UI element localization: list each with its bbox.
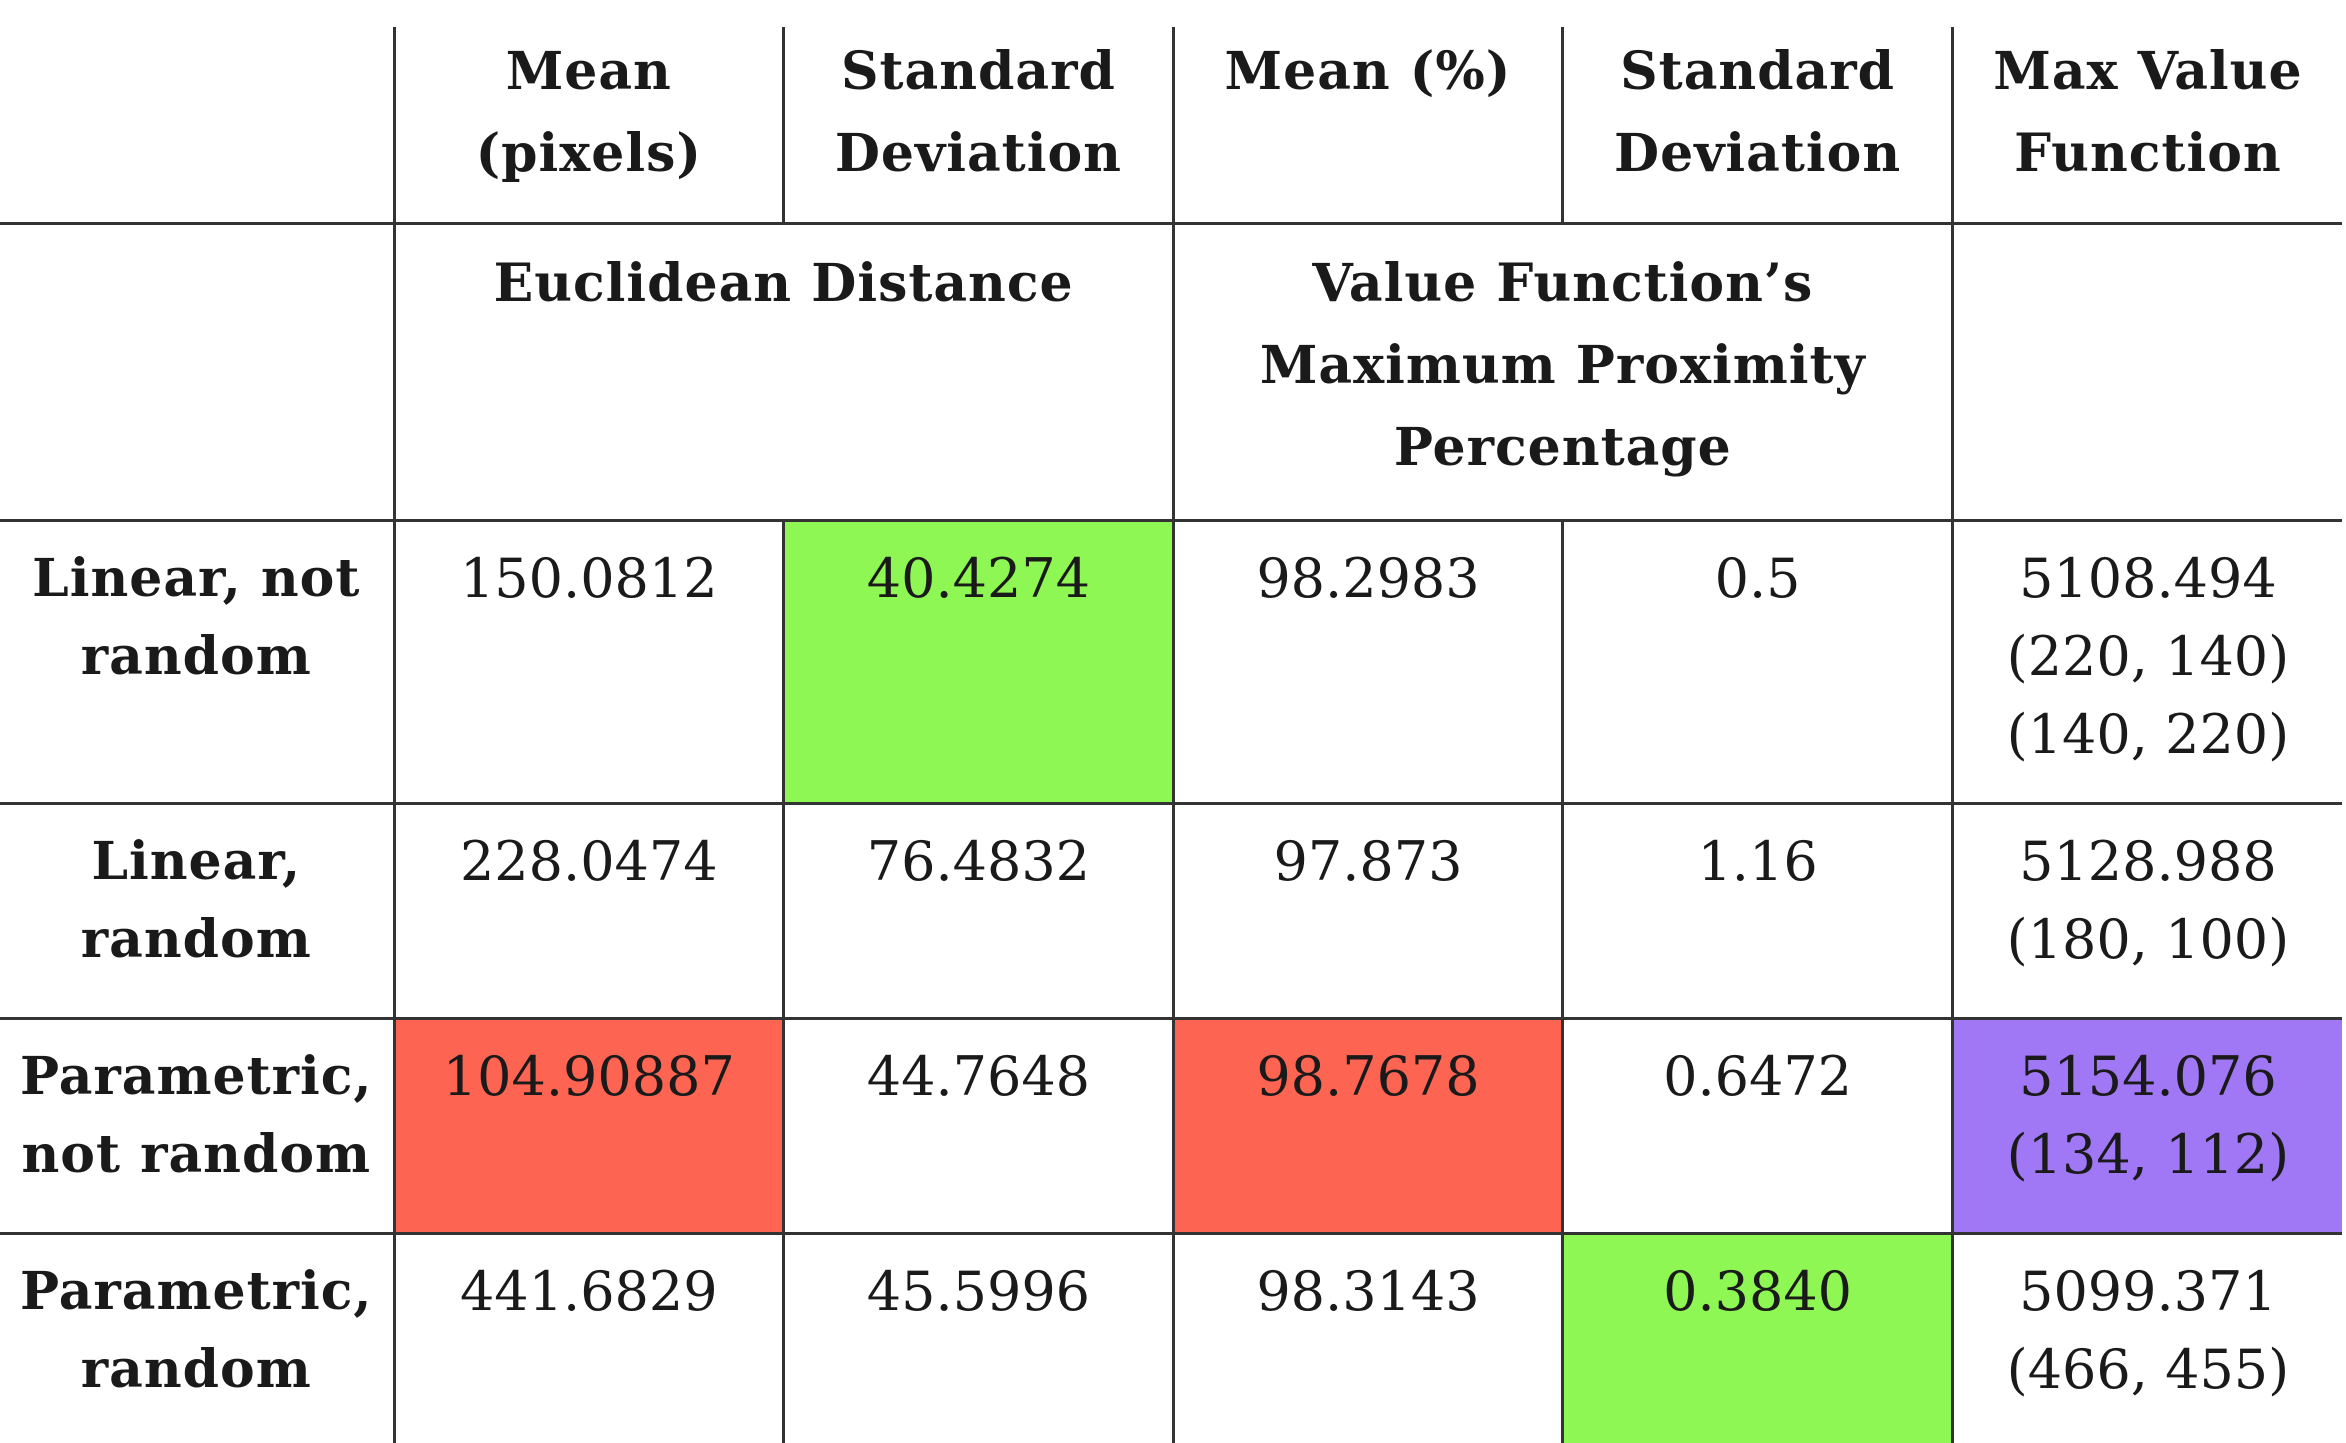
header-row: Mean (pixels) Standard Deviation Mean (%… [0, 27, 2342, 224]
header-corner-cell [0, 27, 394, 224]
header-mean-percent: Mean (%) [1173, 27, 1563, 224]
cell-mean-percent: 98.3143 [1173, 1234, 1563, 1443]
row-label: Parametric, not random [0, 1019, 394, 1234]
cell-max-value-highlight: 5154.076 (134, 112) [1952, 1019, 2342, 1234]
cell-std-percent-highlight: 0.3840 [1563, 1234, 1953, 1443]
cell-mean-percent: 97.873 [1173, 804, 1563, 1019]
header-max-value-function: Max Value Function [1952, 27, 2342, 224]
cell-mean-pixels-highlight: 104.90887 [394, 1019, 784, 1234]
table-row: Parametric, random 441.6829 45.5996 98.3… [0, 1234, 2342, 1443]
cell-std-pixels: 44.7648 [784, 1019, 1174, 1234]
cell-mean-pixels: 150.0812 [394, 521, 784, 804]
group-corner-cell [0, 224, 394, 521]
cell-max-value: 5099.371 (466, 455) [1952, 1234, 2342, 1443]
cell-mean-percent: 98.2983 [1173, 521, 1563, 804]
group-euclidean-distance: Euclidean Distance [394, 224, 1173, 521]
table-row: Linear, not random 150.0812 40.4274 98.2… [0, 521, 2342, 804]
cell-std-pixels: 76.4832 [784, 804, 1174, 1019]
cell-mean-percent-highlight: 98.7678 [1173, 1019, 1563, 1234]
header-std-pixels: Standard Deviation [784, 27, 1174, 224]
cell-std-percent: 0.6472 [1563, 1019, 1953, 1234]
cell-std-percent: 0.5 [1563, 521, 1953, 804]
cell-max-value: 5128.988 (180, 100) [1952, 804, 2342, 1019]
cell-max-value: 5108.494 (220, 140) (140, 220) [1952, 521, 2342, 804]
group-value-function: Value Function’s Maximum Proximity Perce… [1173, 224, 1952, 521]
cell-std-percent: 1.16 [1563, 804, 1953, 1019]
row-label: Linear, not random [0, 521, 394, 804]
cell-std-pixels: 45.5996 [784, 1234, 1174, 1443]
cell-std-pixels-highlight: 40.4274 [784, 521, 1174, 804]
group-empty-cell [1952, 224, 2342, 521]
table-row: Parametric, not random 104.90887 44.7648… [0, 1019, 2342, 1234]
row-label: Linear, random [0, 804, 394, 1019]
table-row: Linear, random 228.0474 76.4832 97.873 1… [0, 804, 2342, 1019]
header-std-percent: Standard Deviation [1563, 27, 1953, 224]
row-label: Parametric, random [0, 1234, 394, 1443]
results-table: Mean (pixels) Standard Deviation Mean (%… [0, 27, 2342, 1443]
cell-mean-pixels: 228.0474 [394, 804, 784, 1019]
header-mean-pixels: Mean (pixels) [394, 27, 784, 224]
cell-mean-pixels: 441.6829 [394, 1234, 784, 1443]
group-row: Euclidean Distance Value Function’s Maxi… [0, 224, 2342, 521]
